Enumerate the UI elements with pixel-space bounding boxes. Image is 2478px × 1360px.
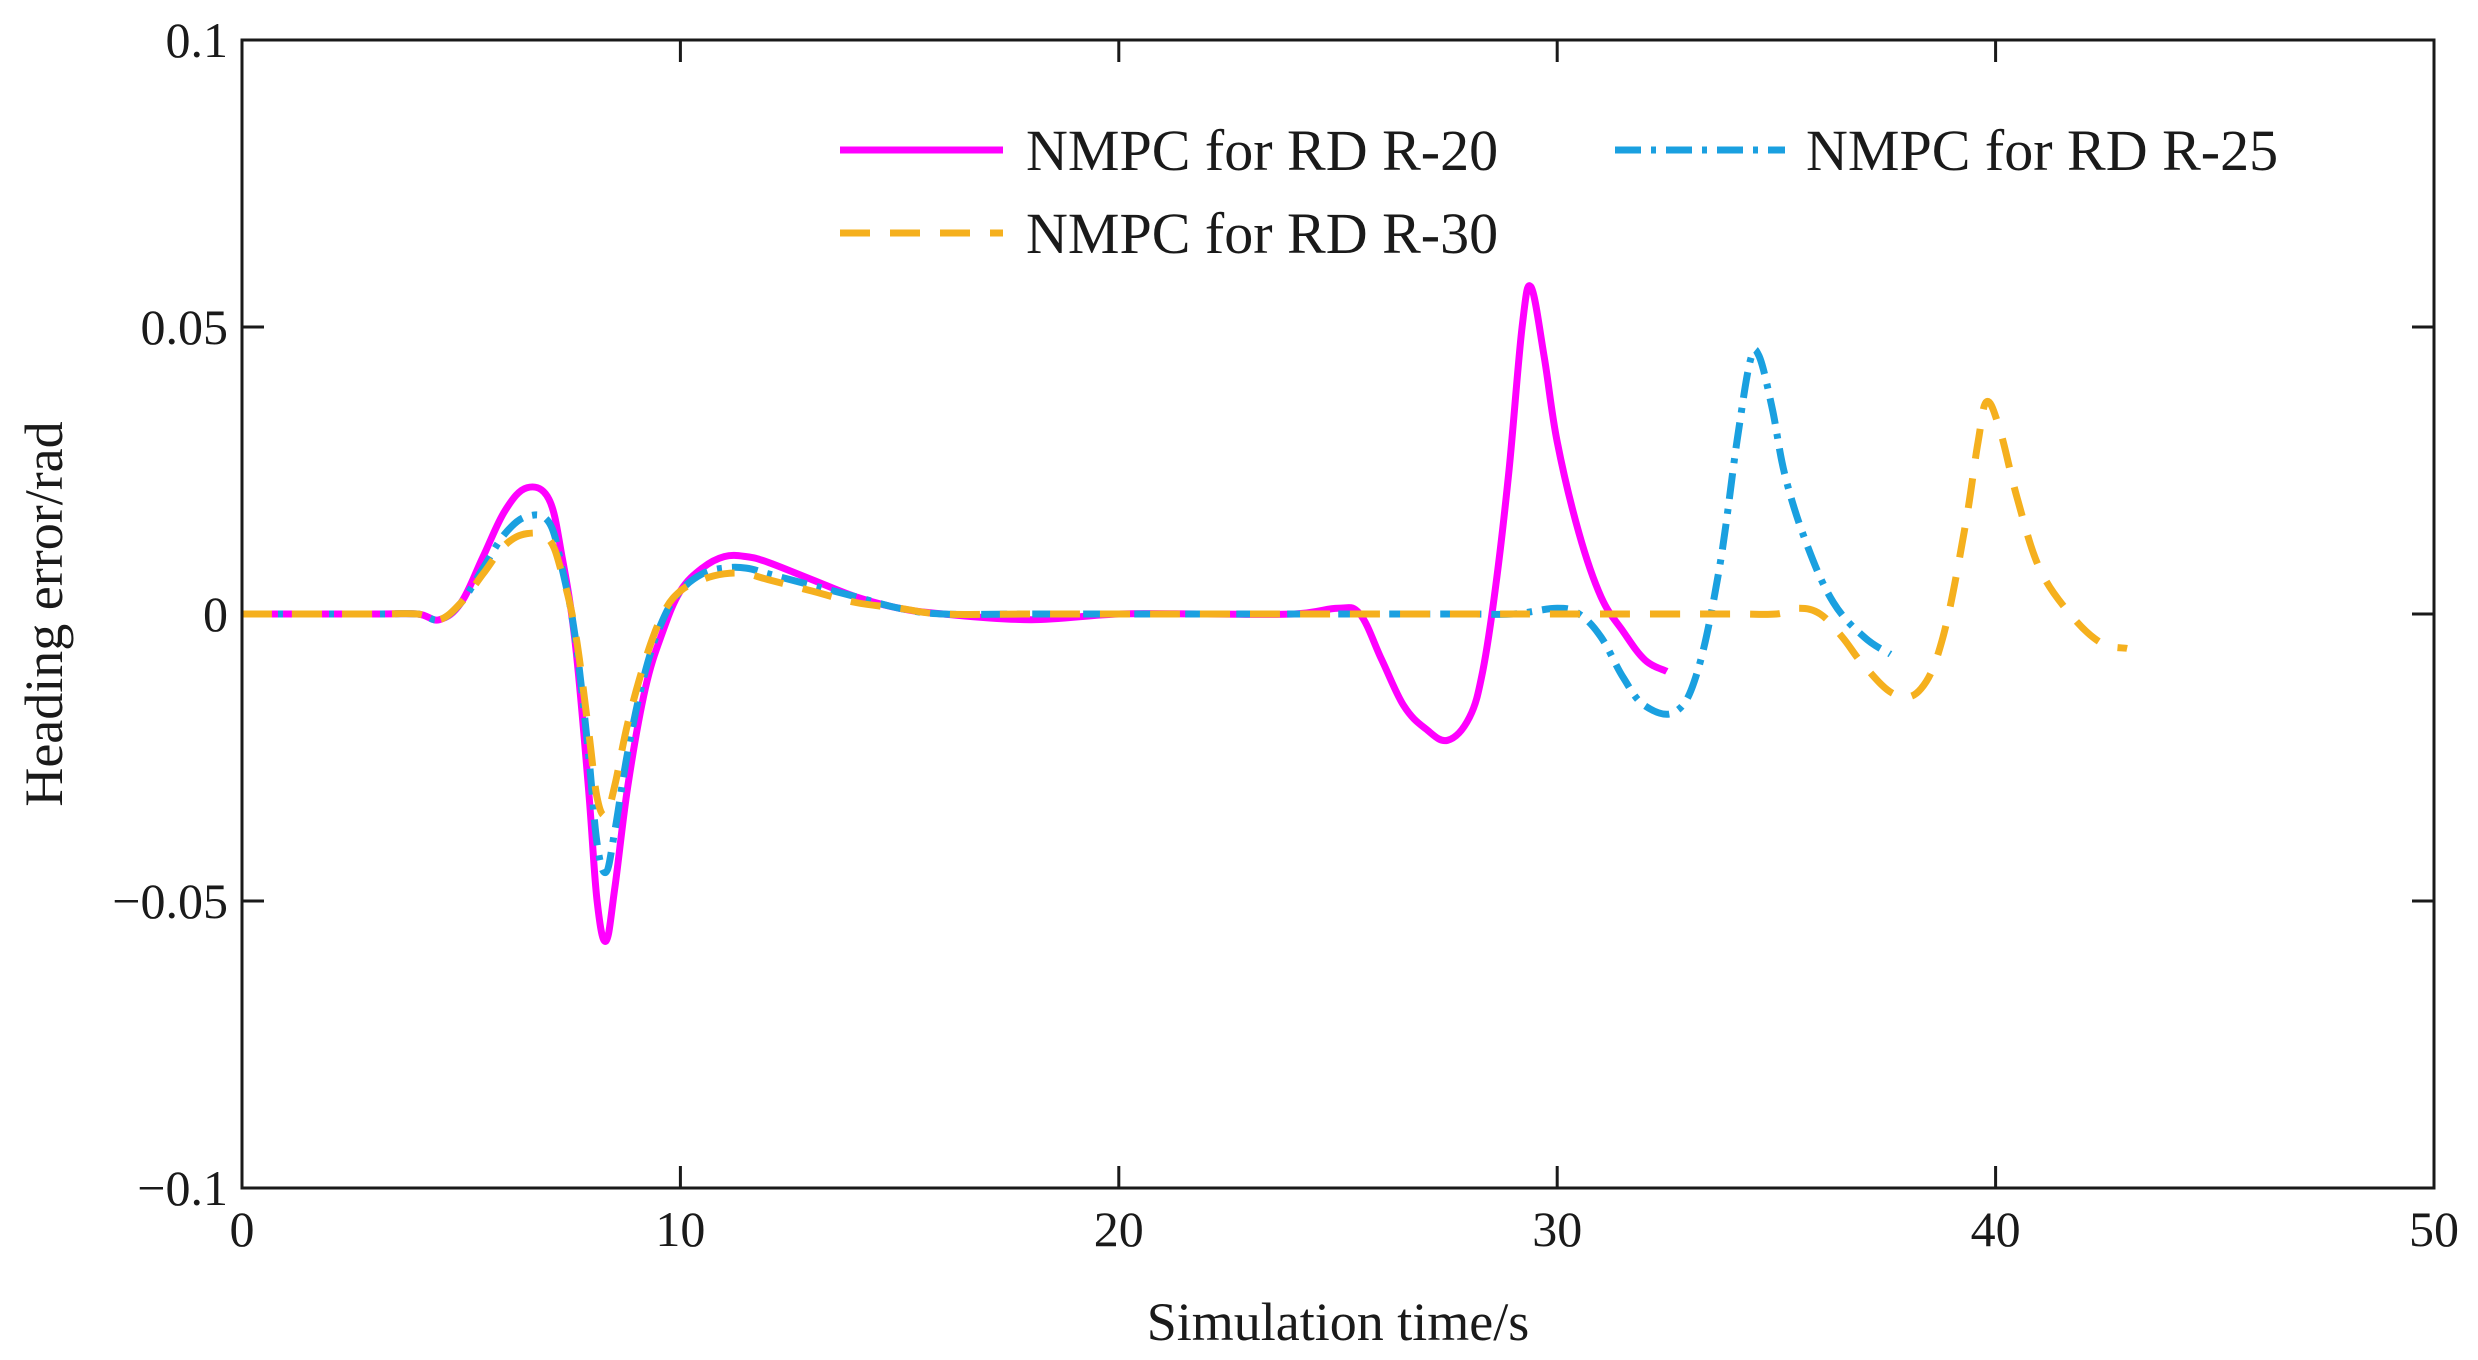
- y-tick-label: −0.1: [137, 1160, 228, 1216]
- y-tick-label: 0.1: [166, 12, 229, 68]
- legend-label-r25: NMPC for RD R-25: [1806, 118, 2278, 183]
- x-tick-label: 30: [1532, 1201, 1582, 1257]
- x-tick-label: 40: [1971, 1201, 2021, 1257]
- x-tick-label: 20: [1094, 1201, 1144, 1257]
- legend-label-r20: NMPC for RD R-20: [1026, 118, 1498, 183]
- y-tick-label: 0.05: [141, 299, 229, 355]
- y-axis-title: Heading error/rad: [14, 421, 74, 806]
- legend: NMPC for RD R-20 NMPC for RD R-25 NMPC f…: [840, 118, 2278, 266]
- x-tick-label: 0: [230, 1201, 255, 1257]
- x-tick-label: 10: [655, 1201, 705, 1257]
- plot-frame: [240, 38, 2436, 1190]
- series-layer: [242, 282, 2128, 945]
- legend-label-r30: NMPC for RD R-30: [1026, 201, 1498, 266]
- x-tick-label: 50: [2409, 1201, 2459, 1257]
- series-line-2: [242, 398, 2128, 819]
- y-tick-label: −0.05: [112, 873, 228, 929]
- tick-labels-layer: 0 10 20 30 40 50 −0.1 −0.05 0 0.05 0.1: [112, 12, 2459, 1257]
- x-axis-title: Simulation time/s: [1147, 1292, 1530, 1352]
- y-tick-label: 0: [203, 586, 228, 642]
- plot-area: [242, 282, 2128, 945]
